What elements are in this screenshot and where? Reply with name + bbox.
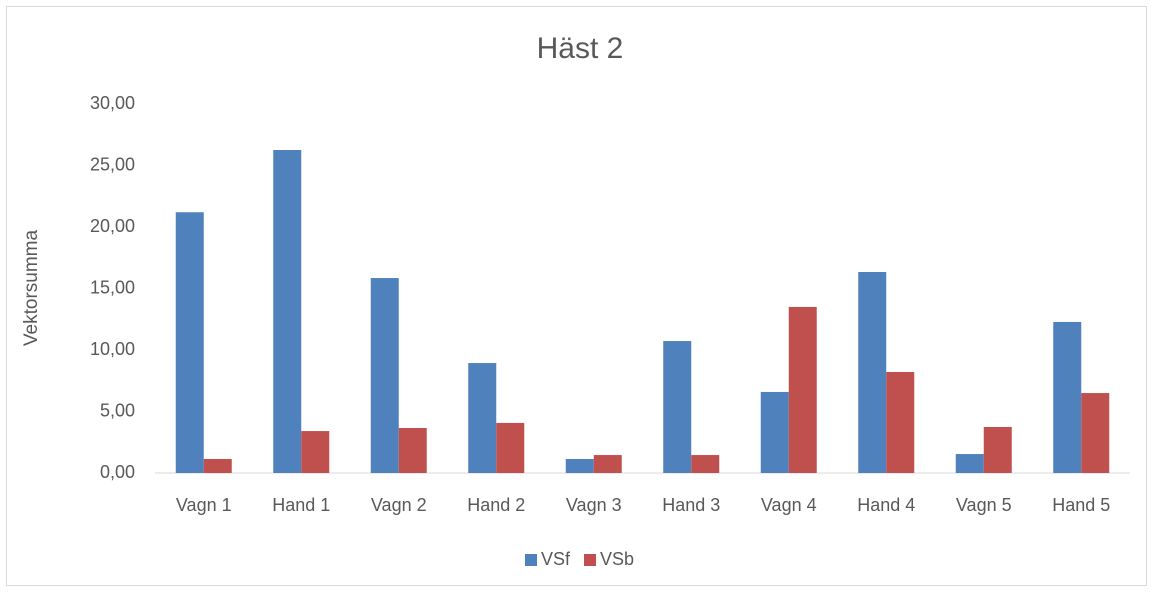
bar [886, 372, 915, 473]
bar [203, 458, 232, 473]
y-tick-label: 30,00 [90, 93, 135, 113]
bar [858, 272, 887, 473]
x-tick-label: Vagn 1 [176, 495, 232, 515]
bar [496, 422, 525, 473]
bar [760, 391, 789, 473]
x-tick-label: Vagn 5 [956, 495, 1012, 515]
chart-title: Häst 2 [537, 32, 624, 65]
bar [955, 454, 984, 473]
y-tick-label: 20,00 [90, 216, 135, 236]
bar [1081, 393, 1110, 473]
bar [565, 458, 594, 473]
legend-label: VSb [600, 549, 634, 569]
bar [788, 306, 817, 473]
legend-swatch [525, 554, 537, 566]
bar [983, 426, 1012, 473]
y-tick-label: 10,00 [90, 339, 135, 359]
bar [691, 455, 720, 473]
x-tick-label: Hand 4 [857, 495, 915, 515]
y-tick-label: 5,00 [100, 400, 135, 420]
bar [273, 150, 302, 473]
x-tick-label: Hand 1 [272, 495, 330, 515]
bar [593, 455, 622, 473]
x-tick-label: Hand 5 [1052, 495, 1110, 515]
bar [301, 431, 330, 473]
y-axis-label: Vektorsumma [21, 229, 42, 346]
y-tick-label: 0,00 [100, 462, 135, 482]
bar [1053, 321, 1082, 473]
legend-label: VSf [541, 549, 571, 569]
x-tick-label: Vagn 3 [566, 495, 622, 515]
x-tick-label: Vagn 4 [761, 495, 817, 515]
bar [398, 427, 427, 473]
y-tick-label: 15,00 [90, 277, 135, 297]
bar [468, 363, 497, 473]
x-tick-label: Vagn 2 [371, 495, 427, 515]
y-tick-label: 25,00 [90, 154, 135, 174]
bar [175, 212, 204, 474]
legend-swatch [584, 554, 597, 566]
x-tick-label: Hand 2 [467, 495, 525, 515]
bar [370, 278, 399, 473]
x-tick-label: Hand 3 [662, 495, 720, 515]
bar [663, 341, 692, 473]
